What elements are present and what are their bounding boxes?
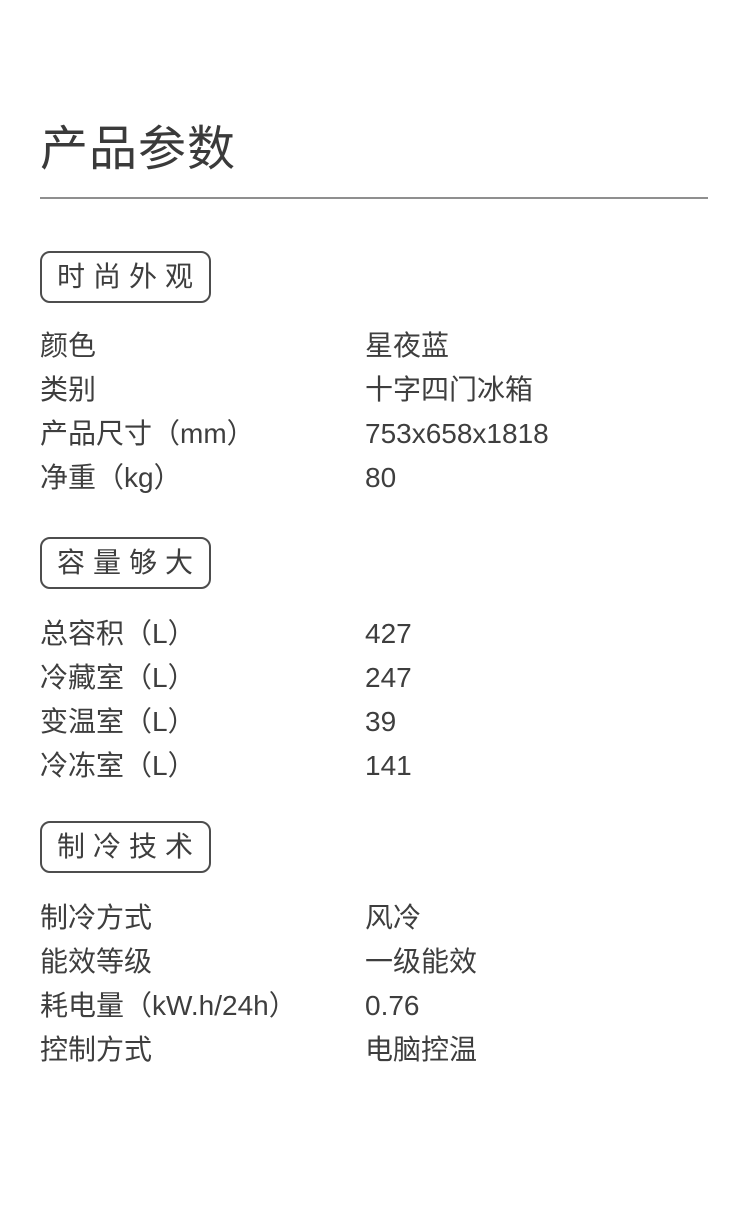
spec-rows-capacity: 总容积（L） 427 冷藏室（L） 247 变温室（L） 39 冷冻室（L） 1… bbox=[40, 612, 710, 788]
spec-value: 39 bbox=[365, 706, 397, 737]
spec-label: 冷冻室（L） bbox=[40, 750, 196, 781]
spec-value: 80 bbox=[365, 462, 397, 493]
section-badge-cooling: 制冷技术 bbox=[40, 821, 212, 873]
spec-label: 冷藏室（L） bbox=[40, 662, 196, 693]
spec-row: 耗电量（kW.h/24h） 0.76 bbox=[40, 984, 710, 1028]
spec-value: 141 bbox=[365, 750, 412, 781]
spec-label: 能效等级 bbox=[40, 946, 153, 977]
spec-row: 制冷方式 风冷 bbox=[40, 896, 710, 940]
spec-value: 247 bbox=[365, 662, 412, 693]
spec-row: 冷藏室（L） 247 bbox=[40, 656, 710, 700]
spec-row: 变温室（L） 39 bbox=[40, 700, 710, 744]
section-capacity: 容量够大 总容积（L） 427 冷藏室（L） 247 变温室（L） 39 冷冻室… bbox=[40, 537, 710, 788]
spec-value: 十字四门冰箱 bbox=[365, 374, 534, 405]
spec-row: 类别 十字四门冰箱 bbox=[40, 368, 710, 412]
page-title: 产品参数 bbox=[40, 123, 237, 176]
spec-label: 类别 bbox=[40, 374, 97, 405]
section-badge-capacity: 容量够大 bbox=[40, 537, 212, 589]
spec-value: 电脑控温 bbox=[365, 1034, 478, 1065]
spec-label: 耗电量（kW.h/24h） bbox=[40, 990, 297, 1021]
spec-value: 风冷 bbox=[365, 902, 422, 933]
spec-label: 产品尺寸（mm） bbox=[40, 418, 255, 449]
spec-row: 产品尺寸（mm） 753x658x1818 bbox=[40, 412, 710, 456]
spec-label: 制冷方式 bbox=[40, 902, 153, 933]
spec-value: 753x658x1818 bbox=[365, 418, 549, 449]
spec-row: 净重（kg） 80 bbox=[40, 456, 710, 500]
section-appearance: 时尚外观 颜色 星夜蓝 类别 十字四门冰箱 产品尺寸（mm） 753x658x1… bbox=[40, 251, 710, 500]
spec-label: 变温室（L） bbox=[40, 706, 196, 737]
spec-label: 净重（kg） bbox=[40, 462, 182, 493]
content-area: 产品参数 时尚外观 颜色 星夜蓝 类别 十字四门冰箱 产品尺寸（mm） 753x… bbox=[40, 123, 710, 1072]
spec-row: 颜色 星夜蓝 bbox=[40, 324, 710, 368]
spec-row: 能效等级 一级能效 bbox=[40, 940, 710, 984]
spec-value: 427 bbox=[365, 618, 412, 649]
spec-row: 冷冻室（L） 141 bbox=[40, 744, 710, 788]
spec-label: 颜色 bbox=[40, 330, 97, 361]
spec-row: 控制方式 电脑控温 bbox=[40, 1028, 710, 1072]
spec-rows-cooling: 制冷方式 风冷 能效等级 一级能效 耗电量（kW.h/24h） 0.76 控制方… bbox=[40, 896, 710, 1072]
section-cooling: 制冷技术 制冷方式 风冷 能效等级 一级能效 耗电量（kW.h/24h） 0.7… bbox=[40, 821, 710, 1072]
spec-label: 总容积（L） bbox=[40, 618, 196, 649]
title-divider bbox=[40, 197, 708, 199]
spec-rows-appearance: 颜色 星夜蓝 类别 十字四门冰箱 产品尺寸（mm） 753x658x1818 净… bbox=[40, 324, 710, 500]
spec-value: 0.76 bbox=[365, 990, 420, 1021]
spec-label: 控制方式 bbox=[40, 1034, 153, 1065]
spec-row: 总容积（L） 427 bbox=[40, 612, 710, 656]
section-badge-appearance: 时尚外观 bbox=[40, 251, 212, 303]
spec-value: 星夜蓝 bbox=[365, 330, 450, 361]
spec-value: 一级能效 bbox=[365, 946, 478, 977]
